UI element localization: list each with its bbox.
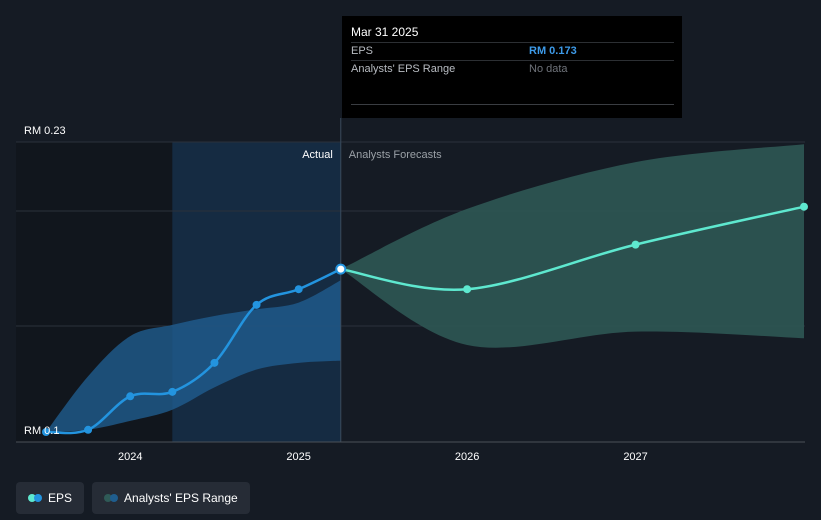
- past-highlight-region: [172, 142, 341, 442]
- eps-range-legend-icon: [104, 494, 119, 502]
- eps-actual-point-1: [84, 425, 93, 434]
- tooltip-date: Mar 31 2025: [351, 25, 419, 39]
- x-tick-2027: 2027: [623, 451, 647, 463]
- eps-forecast-point-3: [800, 202, 808, 211]
- eps-actual-point-6: [294, 285, 303, 294]
- legend-range-label: Analysts' EPS Range: [124, 491, 238, 505]
- eps-actual-point-5: [252, 300, 261, 309]
- eps-forecast-point-2: [631, 240, 640, 249]
- chart-legend: EPS Analysts' EPS Range: [16, 482, 250, 514]
- eps-legend-icon: [28, 494, 42, 502]
- x-tick-labels: 2024 2025 2026 2027: [118, 451, 648, 463]
- eps-actual-point-4: [210, 358, 219, 367]
- eps-tooltip: Mar 31 2025 EPS RM 0.173 Analysts' EPS R…: [342, 16, 682, 118]
- eps-forecast-point-1: [463, 285, 472, 294]
- actual-eps-range-band: [46, 280, 341, 432]
- eps-highlight-point: [335, 263, 347, 275]
- legend-eps-label: EPS: [48, 491, 73, 505]
- legend-eps[interactable]: EPS: [16, 482, 85, 514]
- eps-actual-line: [45, 268, 342, 435]
- eps-points: [42, 202, 808, 436]
- legend-eps-range[interactable]: Analysts' EPS Range: [92, 482, 250, 514]
- eps-actual-point-0: [42, 428, 50, 436]
- y-tick-top: RM 0.23: [24, 125, 66, 137]
- tooltip-eps-value: RM 0.173: [529, 45, 577, 57]
- forecast-eps-range-band: [340, 144, 804, 348]
- y-tick-bottom: RM 0.1: [24, 425, 59, 437]
- eps-actual-point-3: [168, 387, 177, 396]
- tooltip-eps-label: EPS: [351, 45, 374, 57]
- x-tick-2024: 2024: [118, 451, 142, 463]
- tooltip-range-label: Analysts' EPS Range: [351, 63, 456, 75]
- eps-actual-point-2: [126, 392, 135, 401]
- tooltip-eps-row: EPS RM 0.173: [351, 42, 674, 60]
- actual-label: Actual: [302, 149, 333, 161]
- forecast-label: Analysts Forecasts: [349, 149, 442, 161]
- x-tick-2026: 2026: [455, 451, 479, 463]
- eps-forecast-line: [340, 205, 805, 292]
- tooltip-range-row: Analysts' EPS Range No data: [351, 60, 674, 78]
- tooltip-range-value: No data: [529, 63, 568, 75]
- x-tick-2025: 2025: [286, 451, 310, 463]
- tooltip-footer-rule: [351, 78, 674, 105]
